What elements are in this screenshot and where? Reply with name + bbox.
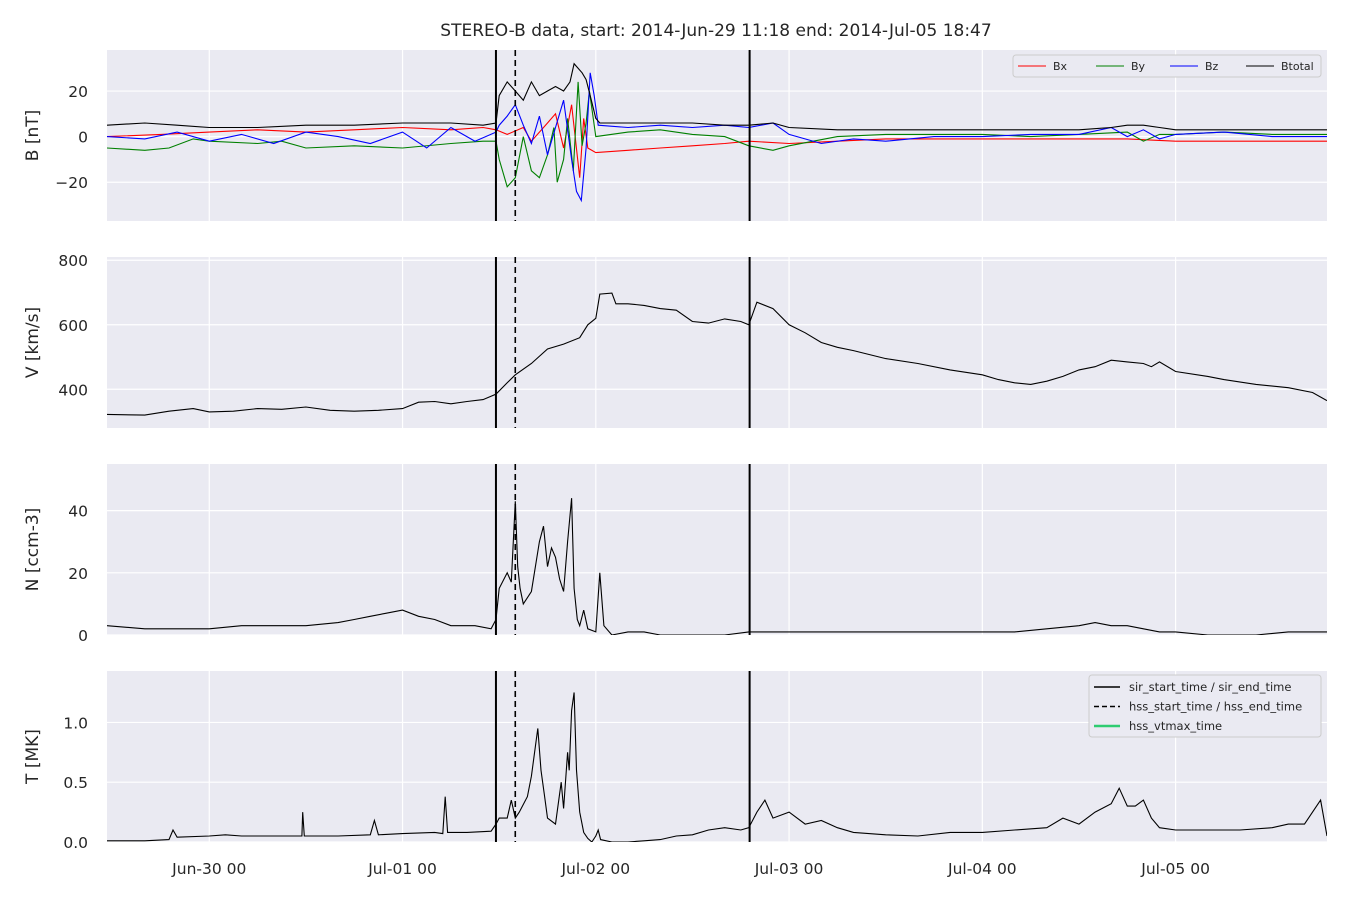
legend-event-times: sir_start_time / sir_end_time hss_start_t…: [1088, 674, 1322, 738]
series-btotal: [107, 62, 1327, 131]
legend-label-btotal: Btotal: [1281, 60, 1314, 73]
y-tick-label: 400: [58, 381, 88, 399]
series-by: [107, 81, 1327, 188]
y-tick-label: 40: [68, 503, 88, 521]
x-tick-label: Jun-30 00: [171, 860, 246, 878]
series-n: [107, 498, 1327, 635]
legend-label-bz: Bz: [1205, 60, 1219, 73]
x-tick-label: Jul-02 00: [560, 860, 630, 878]
legend-frame: [1088, 674, 1322, 738]
y-tick-label: 20: [68, 565, 88, 583]
legend-b-components: Bx By Bz Btotal: [1012, 54, 1322, 78]
y-tick-label: 0: [78, 627, 88, 645]
y-tick-label: 0.5: [63, 774, 88, 792]
panel-T: Jun-30 00 Jul-01 00 Jul-02 00 Jul-03 00 Jul-…: [23, 671, 1327, 878]
legend-label: hss_start_time / hss_end_time: [1129, 700, 1302, 714]
panel-V: 400 600 800 V [km/s]: [23, 252, 1327, 428]
y-axis-label: T [MK]: [23, 729, 43, 785]
y-tick-label: 0.0: [63, 834, 88, 852]
legend-label-by: By: [1131, 60, 1146, 73]
y-tick-label: −20: [55, 174, 88, 192]
x-tick-label: Jul-03 00: [754, 860, 824, 878]
legend-label: hss_vtmax_time: [1129, 719, 1222, 733]
y-axis-label: V [km/s]: [23, 307, 43, 378]
panel-N: 0 20 40 N [ccm-3]: [23, 464, 1327, 645]
series-bz: [107, 72, 1327, 203]
panel-B: −20 0 20 B [nT] Bx By Bz Btotal: [23, 50, 1327, 221]
y-tick-label: 800: [58, 252, 88, 270]
y-tick-label: 1.0: [63, 714, 88, 732]
y-tick-label: 600: [58, 317, 88, 335]
figure-title: STEREO-B data, start: 2014-Jun-29 11:18 …: [440, 21, 991, 41]
y-tick-label: 0: [78, 129, 88, 147]
panel-background: [107, 257, 1327, 428]
x-tick-label: Jul-01 00: [367, 860, 437, 878]
y-axis-label: N [ccm-3]: [23, 508, 43, 592]
panel-background: [107, 464, 1327, 635]
legend-label-bx: Bx: [1053, 60, 1068, 73]
x-tick-label: Jul-04 00: [947, 860, 1017, 878]
legend-label: sir_start_time / sir_end_time: [1129, 680, 1291, 694]
series-v: [107, 292, 1327, 416]
y-tick-label: 20: [68, 83, 88, 101]
panel-background: [107, 50, 1327, 221]
legend-frame: [1012, 54, 1322, 78]
series-t: [107, 692, 1327, 842]
y-axis-label: B [nT]: [23, 110, 43, 162]
series-bx: [107, 104, 1327, 178]
x-tick-label: Jul-05 00: [1140, 860, 1210, 878]
